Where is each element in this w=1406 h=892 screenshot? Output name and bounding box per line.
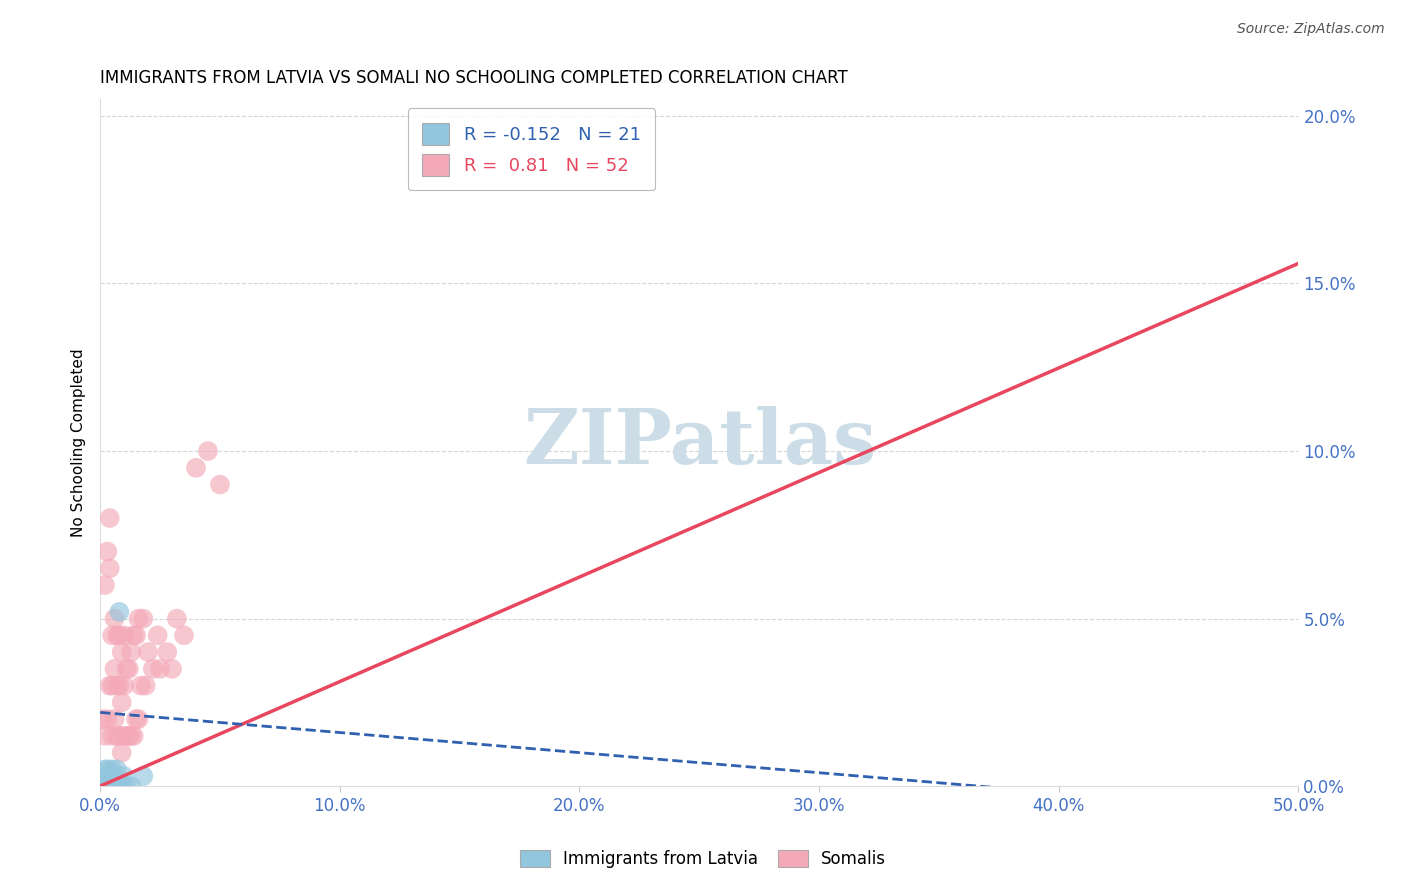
Point [160,662,183,676]
Point [103,779,125,793]
Point [120,645,142,659]
Point [103,662,125,676]
Point [197,444,219,458]
Point [103,769,125,783]
Text: IMMIGRANTS FROM LATVIA VS SOMALI NO SCHOOLING COMPLETED CORRELATION CHART: IMMIGRANTS FROM LATVIA VS SOMALI NO SCHO… [100,69,848,87]
Point [94,763,117,777]
Point [112,628,135,642]
Point [101,729,124,743]
Point [127,611,149,625]
Point [98,511,121,525]
Point [96,712,118,726]
Point [122,628,145,642]
Point [94,779,117,793]
Point [101,763,124,777]
Point [111,746,134,760]
Point [120,779,142,793]
Point [136,645,159,659]
Point [125,628,148,642]
Point [115,729,138,743]
Point [108,605,131,619]
Point [96,769,118,783]
Point [91,779,114,793]
Point [101,769,124,783]
Point [105,763,128,777]
Point [156,645,179,659]
Legend: R = -0.152   N = 21, R =  0.81   N = 52: R = -0.152 N = 21, R = 0.81 N = 52 [408,108,655,190]
Point [108,628,131,642]
Point [146,628,169,642]
Point [120,729,142,743]
Point [98,769,121,783]
Point [132,611,155,625]
Point [111,695,134,709]
Text: Source: ZipAtlas.com: Source: ZipAtlas.com [1237,22,1385,37]
Point [96,779,118,793]
Legend: Immigrants from Latvia, Somalis: Immigrants from Latvia, Somalis [513,843,893,875]
Point [112,679,135,693]
Point [149,662,172,676]
Point [96,763,118,777]
Point [94,729,117,743]
Point [115,662,138,676]
Point [103,712,125,726]
Point [96,544,118,558]
Point [111,645,134,659]
Point [132,769,155,783]
Point [98,679,121,693]
Point [101,628,124,642]
Point [105,679,128,693]
Point [142,662,165,676]
Y-axis label: No Schooling Completed: No Schooling Completed [72,349,86,537]
Point [115,779,138,793]
Point [112,769,135,783]
Point [118,729,141,743]
Text: ZIPatlas: ZIPatlas [523,406,876,480]
Point [105,628,128,642]
Point [101,779,124,793]
Point [184,460,207,475]
Point [98,779,121,793]
Point [108,729,131,743]
Point [173,628,195,642]
Point [111,779,134,793]
Point [91,712,114,726]
Point [208,477,231,491]
Point [122,729,145,743]
Point [108,679,131,693]
Point [129,679,152,693]
Point [166,611,188,625]
Point [101,679,124,693]
Point [127,712,149,726]
Point [118,662,141,676]
Point [94,578,117,592]
Point [112,729,135,743]
Point [135,679,157,693]
Point [105,779,128,793]
Point [125,712,148,726]
Point [103,611,125,625]
Point [105,729,128,743]
Point [98,561,121,575]
